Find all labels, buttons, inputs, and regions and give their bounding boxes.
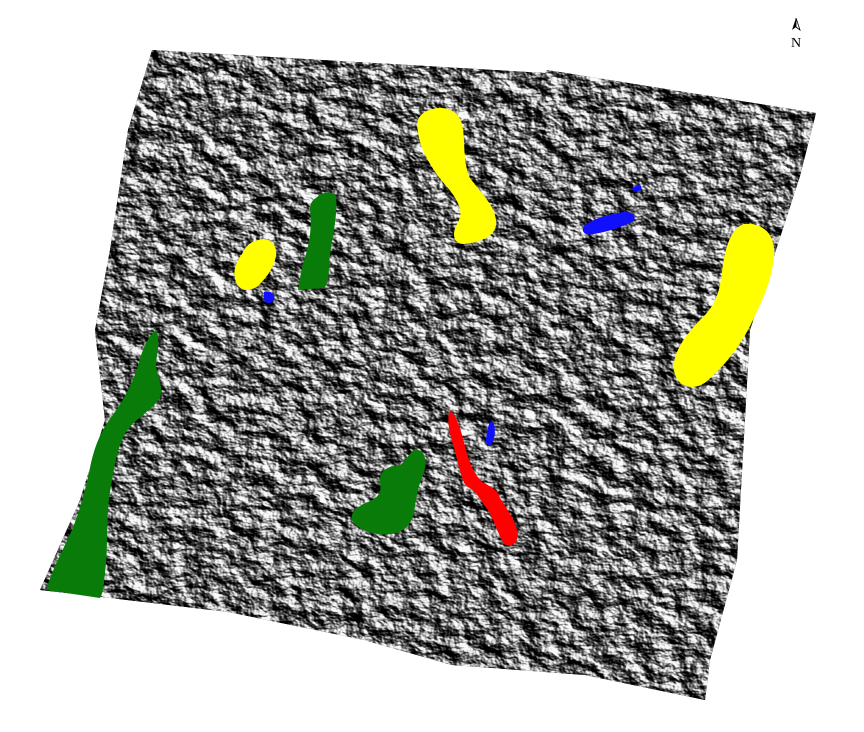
- yellow-region-north-center: [417, 108, 497, 244]
- yellow-region-east: [673, 223, 775, 387]
- classified-regions: [46, 108, 775, 598]
- north-arrow-icon-outline: [795, 17, 801, 32]
- north-arrow-icon: [792, 18, 796, 30]
- north-arrow-label: N: [791, 36, 801, 51]
- blue-region-northeast-tip: [632, 184, 642, 192]
- red-region-center: [448, 410, 518, 546]
- green-region-southwest: [46, 330, 162, 598]
- green-region-center: [351, 449, 426, 535]
- yellow-region-west: [234, 238, 277, 291]
- blue-region-center: [486, 421, 495, 446]
- blue-region-small-west: [264, 291, 275, 303]
- blue-region-northeast: [582, 212, 635, 235]
- green-region-north: [298, 192, 337, 290]
- north-arrow: N: [791, 17, 801, 51]
